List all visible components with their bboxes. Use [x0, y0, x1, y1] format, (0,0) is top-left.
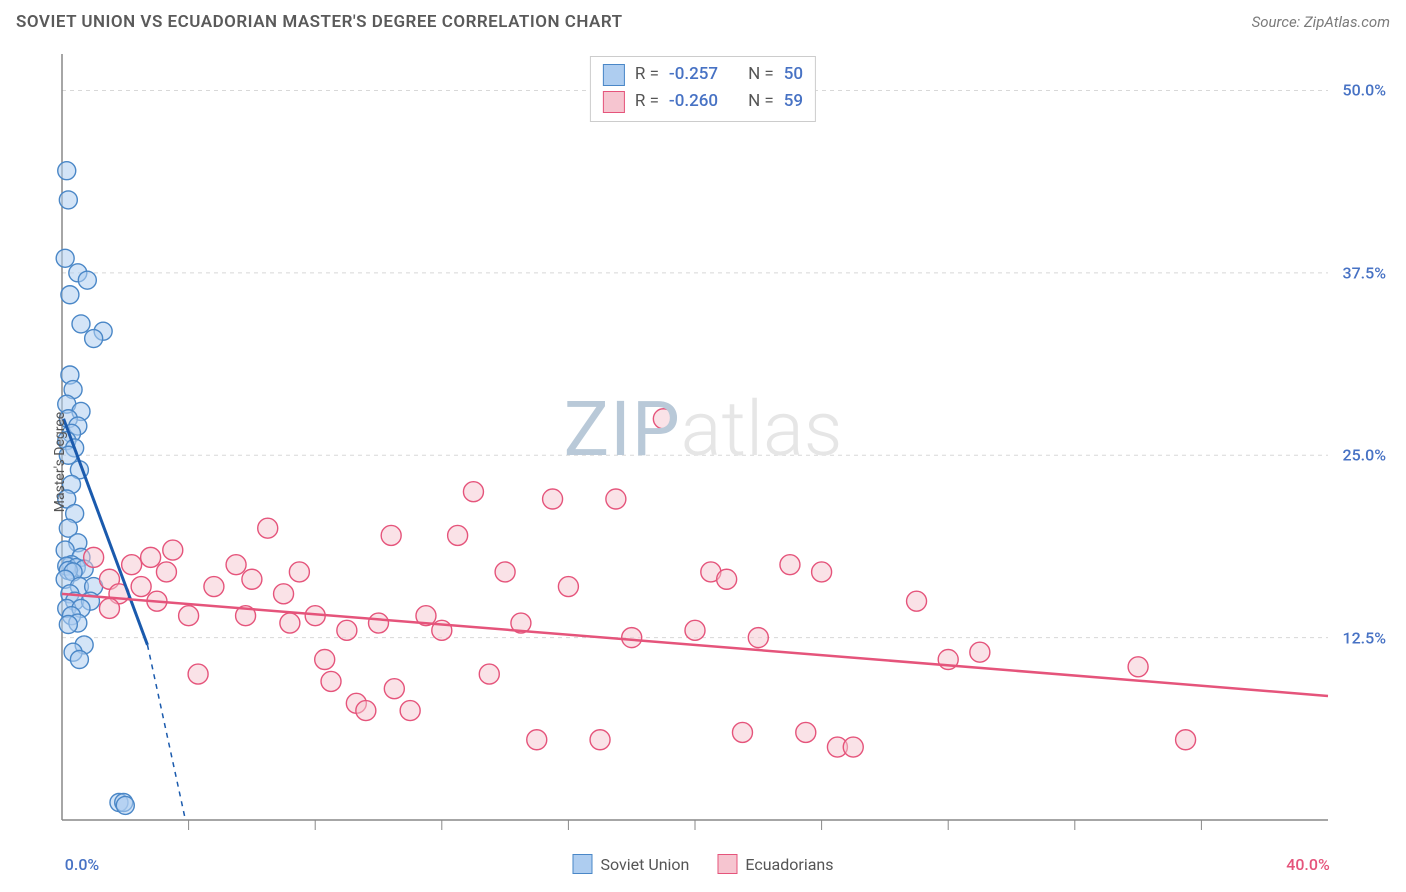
soviet-point: [58, 162, 76, 180]
ecuador-point: [622, 628, 642, 648]
ecuador-point: [796, 722, 816, 742]
ecuador-point: [337, 620, 357, 640]
soviet-point: [78, 271, 96, 289]
ecuador-swatch-icon: [603, 91, 625, 113]
y-tick-label: 50.0%: [1342, 81, 1386, 100]
x-tick-label: 40.0%: [1286, 855, 1330, 874]
legend-stat-row-soviet: R = -0.257 N = 50: [603, 61, 803, 88]
ecuador-point: [543, 489, 563, 509]
ecuador-point: [242, 569, 262, 589]
ecuador-point: [258, 518, 278, 538]
r-value: -0.260: [669, 88, 718, 115]
r-label: R =: [635, 88, 659, 115]
ecuador-point: [780, 555, 800, 575]
n-label: N =: [748, 61, 774, 88]
ecuador-point: [448, 525, 468, 545]
ecuador-point: [122, 555, 142, 575]
ecuador-point: [653, 409, 673, 429]
chart-header: SOVIET UNION VS ECUADORIAN MASTER'S DEGR…: [16, 12, 1390, 32]
soviet-point: [61, 286, 79, 304]
ecuador-point: [356, 701, 376, 721]
ecuador-point: [907, 591, 927, 611]
ecuador-point: [606, 489, 626, 509]
legend-series: Soviet Union Ecuadorians: [572, 854, 833, 874]
soviet-trendline-extension: [147, 645, 185, 820]
n-value: 50: [784, 61, 803, 88]
ecuador-point: [156, 562, 176, 582]
ecuador-point: [131, 577, 151, 597]
ecuador-point: [280, 613, 300, 633]
ecuador-point: [274, 584, 294, 604]
ecuador-point: [315, 650, 335, 670]
ecuador-point: [204, 577, 224, 597]
ecuador-point: [527, 730, 547, 750]
y-tick-label: 12.5%: [1342, 628, 1386, 647]
ecuador-point: [732, 722, 752, 742]
ecuador-point: [163, 540, 183, 560]
y-tick-label: 37.5%: [1342, 263, 1386, 282]
ecuador-point: [1128, 657, 1148, 677]
ecuador-point: [843, 737, 863, 757]
soviet-swatch-icon: [572, 854, 592, 874]
legend-label: Soviet Union: [600, 855, 689, 874]
ecuador-point: [226, 555, 246, 575]
n-value: 59: [784, 88, 803, 115]
ecuador-point: [685, 620, 705, 640]
n-label: N =: [748, 88, 774, 115]
soviet-point: [59, 191, 77, 209]
ecuador-point: [479, 664, 499, 684]
ecuador-point: [463, 482, 483, 502]
legend-item-soviet: Soviet Union: [572, 854, 689, 874]
ecuador-point: [84, 547, 104, 567]
y-tick-label: 25.0%: [1342, 446, 1386, 465]
scatter-plot: [16, 48, 1390, 876]
soviet-point: [85, 330, 103, 348]
ecuador-point: [748, 628, 768, 648]
ecuador-swatch-icon: [717, 854, 737, 874]
soviet-point: [59, 615, 77, 633]
ecuador-point: [369, 613, 389, 633]
chart-area: Master's Degree ZIPatlas R =-0.257N =50R…: [16, 48, 1390, 876]
ecuador-point: [321, 671, 341, 691]
legend-item-ecuador: Ecuadorians: [717, 854, 833, 874]
ecuador-point: [381, 525, 401, 545]
ecuador-trendline: [62, 594, 1328, 696]
soviet-swatch-icon: [603, 64, 625, 86]
ecuador-point: [495, 562, 515, 582]
ecuador-point: [289, 562, 309, 582]
soviet-point: [116, 796, 134, 814]
r-value: -0.257: [669, 61, 718, 88]
y-axis-label: Master's Degree: [52, 412, 68, 512]
chart-title: SOVIET UNION VS ECUADORIAN MASTER'S DEGR…: [16, 12, 623, 32]
r-label: R =: [635, 61, 659, 88]
x-tick-label: 0.0%: [65, 855, 99, 874]
ecuador-point: [558, 577, 578, 597]
ecuador-point: [188, 664, 208, 684]
ecuador-point: [384, 679, 404, 699]
ecuador-point: [400, 701, 420, 721]
soviet-point: [70, 651, 88, 669]
ecuador-point: [179, 606, 199, 626]
ecuador-point: [717, 569, 737, 589]
soviet-point: [56, 249, 74, 267]
ecuador-point: [812, 562, 832, 582]
legend-stat-row-ecuador: R = -0.260 N = 59: [603, 88, 803, 115]
ecuador-point: [99, 598, 119, 618]
legend-label: Ecuadorians: [745, 855, 833, 874]
ecuador-point: [141, 547, 161, 567]
ecuador-point: [590, 730, 610, 750]
ecuador-point: [1176, 730, 1196, 750]
source-label: Source: ZipAtlas.com: [1252, 13, 1390, 31]
ecuador-point: [970, 642, 990, 662]
legend-correlation-box: R = -0.257 N = 50 R = -0.260 N = 59: [590, 56, 816, 122]
soviet-point: [72, 315, 90, 333]
